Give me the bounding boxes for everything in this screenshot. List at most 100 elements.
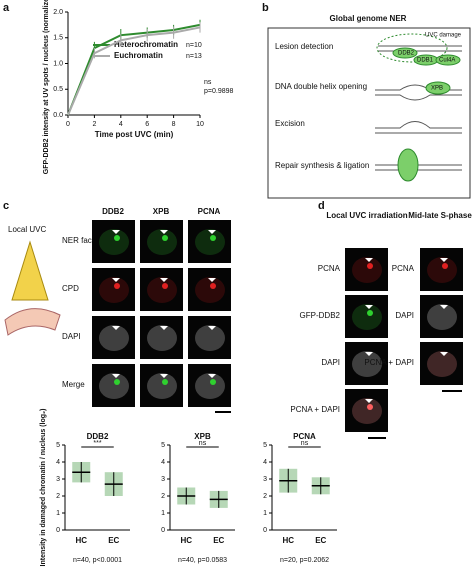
y-tick-label: 0 (56, 527, 60, 534)
stats: n=20, p=0.2062 (280, 557, 329, 564)
protein (397, 148, 419, 182)
micrograph (140, 220, 183, 263)
row-label: Merge (62, 380, 85, 389)
spot (162, 283, 168, 289)
x-tick-label: HC (282, 536, 294, 545)
arrowhead (112, 326, 120, 330)
y-tick-label: 1 (56, 510, 60, 517)
nucleus (147, 373, 177, 399)
step-label: DNA double helix opening (275, 82, 367, 91)
dna-drawings (375, 33, 462, 171)
y-tick-label: 1 (161, 510, 165, 517)
arrowhead (440, 352, 448, 356)
x-tick-label: HC (180, 536, 192, 545)
x-tick-label: 2 (92, 121, 96, 128)
x-axis-label: Time post UVC (min) (95, 130, 174, 139)
micrograph (345, 248, 388, 291)
diagram-box (267, 27, 471, 199)
arrowhead (160, 230, 168, 234)
y-axis-label: GFP-DDB2 intensity at UV spots / nucleus… (43, 0, 50, 174)
y-tick-label: 3 (161, 476, 165, 483)
x-tick-label: 8 (172, 121, 176, 128)
spot (114, 379, 120, 385)
protein-label: DDB1 (417, 58, 434, 64)
nucleus (147, 229, 177, 255)
micrograph (140, 316, 183, 359)
arrowhead (160, 374, 168, 378)
nucleus (195, 277, 225, 303)
nucleus (352, 304, 382, 330)
nucleus (352, 398, 382, 424)
chart-title: XPB (194, 432, 211, 441)
chart-title: PCNA (293, 432, 316, 441)
legend-label: Heterochromatin (114, 40, 178, 49)
nucleus (147, 277, 177, 303)
arrowhead (112, 230, 120, 234)
micrograph (345, 295, 388, 338)
stats: n=40, p<0.0001 (73, 557, 122, 564)
step-label: Repair synthesis & ligation (275, 161, 369, 170)
micrograph (188, 364, 231, 407)
y-tick-label: 3 (263, 476, 267, 483)
arrowhead (440, 305, 448, 309)
spot (367, 263, 373, 269)
stats: n=40, p=0.0583 (178, 557, 227, 564)
panel-letter: a (3, 2, 10, 14)
micrograph (188, 268, 231, 311)
column-header: PCNA (198, 207, 221, 216)
spot (114, 235, 120, 241)
y-axis-label: Intensity in damaged chromatin / nucleus… (40, 409, 47, 567)
row-label: PCNA (392, 264, 415, 273)
nucleus (195, 325, 225, 351)
spot (114, 283, 120, 289)
arrowhead (112, 374, 120, 378)
nucleus (352, 257, 382, 283)
row-label: PCNA + DAPI (364, 358, 414, 367)
y-tick-label: 2 (263, 493, 267, 500)
diagram-title: Global genome NER (330, 14, 407, 23)
row-label: DAPI (395, 311, 414, 320)
spot (210, 379, 216, 385)
arrowhead (365, 399, 373, 403)
significance: ns (199, 440, 207, 447)
micrograph (188, 220, 231, 263)
y-tick-label: 5 (161, 442, 165, 449)
nucleus (99, 229, 129, 255)
y-tick-label: 1 (263, 510, 267, 517)
column-header: DDB2 (102, 207, 124, 216)
micrograph (188, 316, 231, 359)
nucleus (427, 257, 457, 283)
x-tick-label: 0 (66, 121, 70, 128)
series-line (67, 23, 201, 116)
micrograph (345, 389, 388, 432)
arrowhead (160, 326, 168, 330)
row-label: GFP-DDB2 (300, 311, 341, 320)
y-tick-label: 0 (161, 527, 165, 534)
protein (392, 47, 418, 59)
arrowhead (112, 278, 120, 282)
arrowhead (365, 352, 373, 356)
panel-letter: c (3, 200, 9, 212)
y-tick-label: 1.0 (53, 60, 63, 67)
micrograph (420, 295, 463, 338)
x-tick-label: 10 (196, 121, 204, 128)
y-tick-label: 2.0 (53, 9, 63, 16)
y-tick-label: 2 (161, 493, 165, 500)
nucleus (195, 373, 225, 399)
panel-letter: d (318, 200, 325, 212)
micrograph (420, 248, 463, 291)
y-tick-label: 3 (56, 476, 60, 483)
nucleus (147, 325, 177, 351)
x-tick-label: EC (315, 536, 326, 545)
series-line (67, 26, 201, 116)
x-tick-label: EC (108, 536, 119, 545)
annotation: ns (204, 79, 212, 86)
nucleus (352, 351, 382, 377)
micrograph (345, 342, 388, 385)
y-tick-label: 5 (56, 442, 60, 449)
protein (425, 81, 451, 95)
arrowhead (160, 278, 168, 282)
x-tick-label: EC (213, 536, 224, 545)
spot (210, 235, 216, 241)
